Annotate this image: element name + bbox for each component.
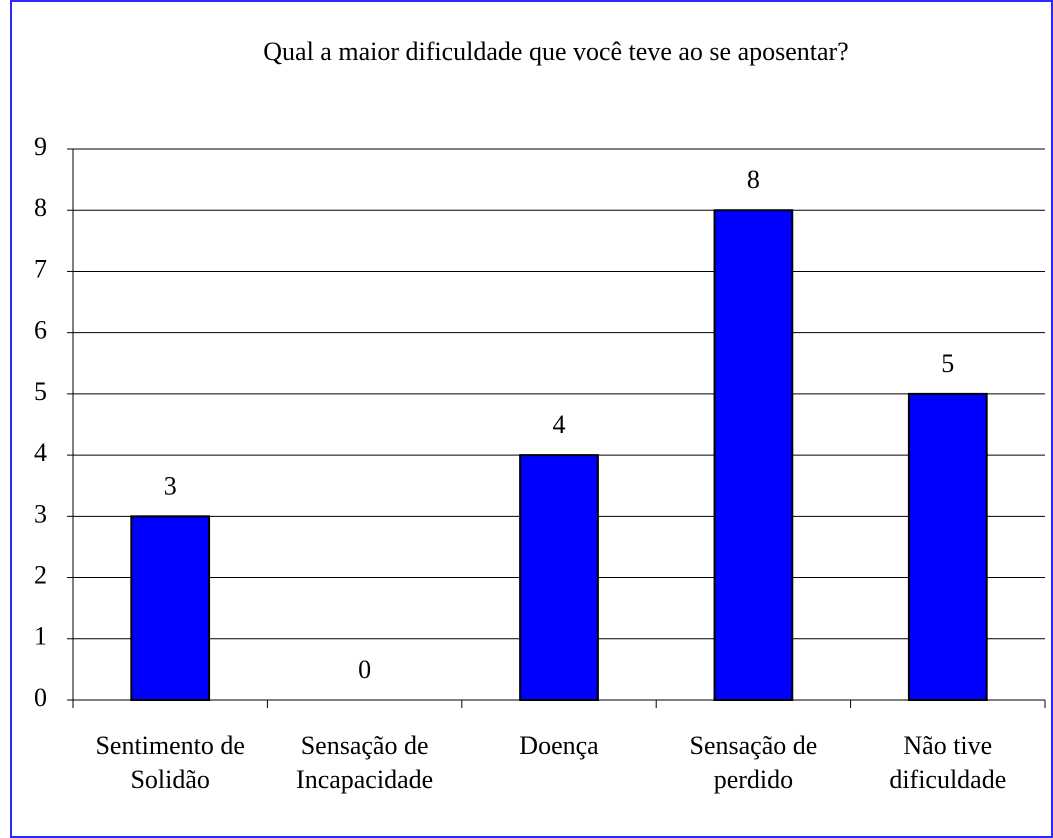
x-tick-label: Sentimento de Solidão <box>95 731 244 794</box>
y-tick-label: 5 <box>34 377 47 406</box>
value-label: 3 <box>164 471 177 500</box>
bar <box>907 392 988 701</box>
y-tick-label: 3 <box>34 499 47 528</box>
y-tick-label: 6 <box>34 316 47 345</box>
value-label: 0 <box>358 655 371 684</box>
y-tick-label: 9 <box>34 132 47 161</box>
bar <box>519 454 599 701</box>
y-tick-label: 0 <box>34 683 47 712</box>
x-tick-label: Sensação de Incapacidade <box>296 731 433 794</box>
y-tick-label: 8 <box>34 193 47 222</box>
y-tick-label: 7 <box>34 254 47 283</box>
value-label: 5 <box>941 349 954 378</box>
x-tick-label: Não tive dificuldade <box>889 731 1006 794</box>
x-tick-label: Sensação de perdido <box>690 731 818 794</box>
value-label: 8 <box>747 165 760 194</box>
y-tick-label: 2 <box>34 561 47 590</box>
value-label: 4 <box>553 410 566 439</box>
y-tick-label: 1 <box>34 622 47 651</box>
chart-title: Qual a maior dificuldade que você teve a… <box>263 37 848 66</box>
x-tick-label: Doença <box>519 731 599 760</box>
bar <box>130 515 211 701</box>
y-tick-label: 4 <box>34 438 47 467</box>
bar <box>713 209 794 701</box>
frame <box>10 0 1053 838</box>
